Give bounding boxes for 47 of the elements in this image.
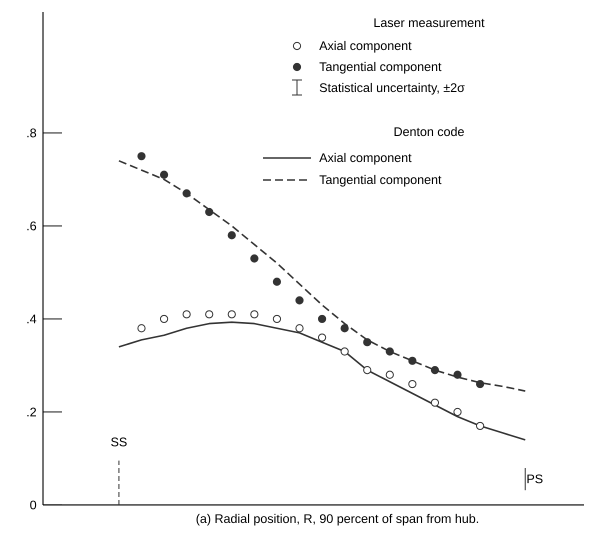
point	[295, 296, 304, 304]
point	[272, 314, 282, 324]
point	[295, 324, 304, 332]
point	[453, 408, 462, 416]
annotation: PS	[527, 474, 543, 484]
point	[430, 366, 440, 374]
point	[408, 380, 416, 388]
y-tick-label: .8	[27, 128, 36, 138]
point	[318, 314, 326, 324]
point	[386, 370, 394, 379]
point	[453, 370, 462, 379]
annotation: Statistical uncertainty, ±2σ	[320, 82, 465, 95]
point	[250, 254, 258, 263]
annotation: Denton code	[394, 126, 464, 136]
point	[340, 324, 349, 332]
legend-label: Tangential component	[319, 62, 442, 74]
point	[160, 314, 168, 324]
point	[205, 208, 214, 216]
y-tick-label: .2	[27, 408, 36, 416]
point	[318, 333, 326, 342]
y-tick-label: .6	[27, 222, 36, 230]
legend-label: Tangential component	[319, 174, 442, 187]
legend-label: Axial component	[319, 152, 412, 165]
legend-label: Axial component	[319, 40, 412, 53]
point	[137, 324, 146, 332]
x-axis-title: (a) Radial position, R, 90 percent of span from hub.	[196, 514, 478, 526]
point	[250, 310, 258, 318]
point	[476, 380, 484, 388]
point	[228, 310, 236, 318]
point	[228, 231, 236, 240]
point	[272, 278, 282, 286]
point	[386, 347, 394, 356]
point	[363, 338, 372, 346]
point	[182, 189, 191, 198]
point	[476, 422, 484, 430]
point	[205, 310, 214, 318]
y-tick-label: 0	[30, 500, 36, 510]
annotation: Laser measurement	[374, 18, 484, 28]
y-tick-label: .4	[27, 314, 36, 324]
annotation: SS	[111, 438, 127, 446]
point	[363, 366, 372, 374]
point	[408, 356, 416, 365]
point	[137, 152, 146, 160]
point	[340, 347, 349, 356]
point	[182, 310, 191, 318]
point	[160, 170, 168, 179]
point	[430, 398, 440, 407]
